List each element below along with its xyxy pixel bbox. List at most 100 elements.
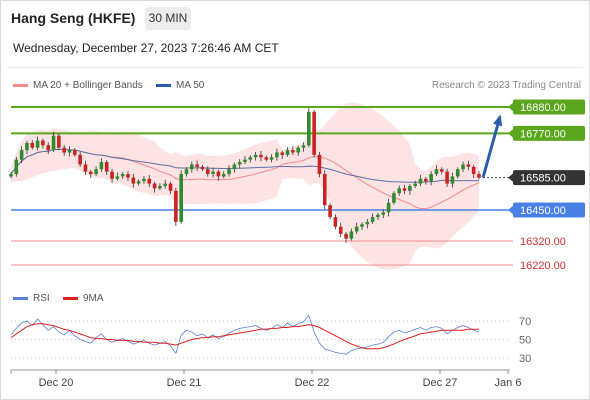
candle-up [211,171,215,175]
ma20-swatch [13,83,28,87]
candle-up [94,169,98,175]
candle-down [445,171,449,184]
candle-down [424,178,428,182]
level-label-16585.00: 16585.00 [520,173,566,185]
candle-down [312,111,316,155]
candle-down [83,164,88,172]
candle-up [450,176,455,184]
legend-ma20-label: MA 20 + Bollinger Bands [33,80,143,91]
target-arrow-line [481,116,502,179]
candle-up [376,214,380,218]
candle-down [344,233,348,239]
candle-down [168,183,173,191]
level-badge-pointer [508,204,514,215]
legend-9ma: 9MA [63,293,104,304]
candle-down [471,166,476,175]
candle-down [322,174,327,206]
candle-down [62,147,66,153]
candle-down [264,157,269,160]
candle-up [360,224,364,227]
candle-up [381,212,386,215]
level-badge-pointer [508,128,514,139]
candle-up [429,174,433,182]
candle-down [216,171,221,177]
candle-up [115,176,120,179]
candle-down [200,166,205,170]
level-label-16450.00: 16450.00 [520,205,566,217]
candle-up [221,174,226,177]
candle-up [365,221,370,225]
candle-down [466,164,471,167]
credit-text: Research © 2023 Trading Central [431,80,581,91]
candle-down [280,152,285,155]
legend-9ma-label: 9MA [83,293,104,304]
level-badge-16450.00 [513,202,585,218]
candle-up [9,174,13,177]
candle-down [338,226,343,234]
candle-up [179,174,183,222]
candle-up [349,231,354,239]
target-arrow-head [493,114,503,127]
candle-up [434,169,439,175]
ma50-swatch [156,83,171,87]
legend-rsi-label: RSI [33,293,50,304]
candle-up [243,159,247,163]
candle-up [397,188,402,194]
level-badge-16770.00 [513,125,585,141]
candle-up [158,186,162,189]
header-divider [7,67,583,68]
candle-up [418,178,423,184]
x-tick-label: Dec 22 [295,377,330,389]
candle-down [174,190,178,222]
candle-up [301,145,306,148]
candle-up [307,111,311,146]
candle-down [110,171,114,179]
candle-up [136,181,141,184]
candle-up [370,217,375,222]
candle-down [328,205,332,218]
candle-up [184,169,189,175]
candle-up [253,154,258,158]
level-label-16220.00: 16220.00 [520,260,566,272]
x-tick-label: Dec 27 [423,377,458,389]
legend-ma50-label: MA 50 [176,80,205,91]
level-badge-16585.00 [513,170,585,186]
candle-down [41,140,45,146]
candle-up [51,135,56,151]
candle-up [413,183,417,186]
candle-down [46,145,51,151]
level-badge-16880.00 [513,99,585,115]
candle-down [402,188,407,191]
level-label-16320.00: 16320.00 [520,236,566,248]
rsi-swatch [13,296,28,300]
rsi-series-9MA [10,323,479,350]
candle-up [232,164,237,170]
timeframe-badge[interactable]: 30 MIN [145,7,191,30]
candle-down [147,178,152,184]
candle-down [104,162,109,172]
candle-up [237,162,242,165]
candle-down [30,142,35,148]
level-label-16880.00: 16880.00 [520,102,566,114]
timestamp: Wednesday, December 27, 2023 7:26:46 AM … [13,41,279,55]
candle-down [439,169,444,172]
rsi-tick-label: 30 [519,353,531,365]
legend-ma50: MA 50 [156,80,204,91]
candle-up [275,152,279,158]
candle-up [14,159,19,175]
candle-down [78,154,82,165]
candle-down [317,154,322,175]
candle-up [248,157,253,160]
rsi-tick-label: 70 [519,316,531,328]
candle-down [131,177,136,184]
candle-up [19,150,24,160]
candle-down [333,217,338,227]
candle-up [67,150,72,153]
candle-up [227,169,231,175]
rsi-tick-label: 50 [519,335,531,347]
legend-ma20: MA 20 + Bollinger Bands [13,80,143,91]
chart-title: Hang Seng (HKFE) [11,10,136,26]
candle-down [88,171,93,175]
level-badge-pointer [508,172,514,183]
